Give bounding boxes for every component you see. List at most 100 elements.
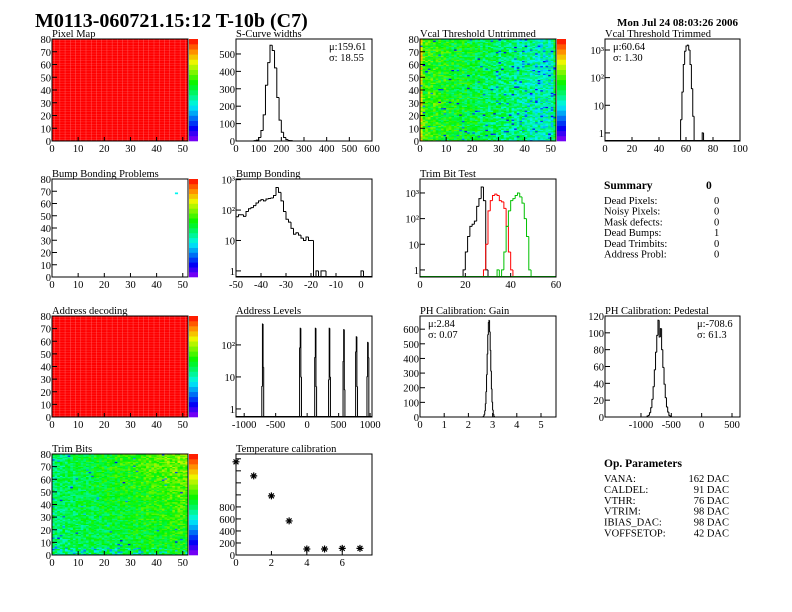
heatmap-cell — [501, 132, 504, 134]
heatmap-cell — [519, 60, 523, 63]
heatmap-cell — [477, 91, 481, 93]
heatmap-cell — [532, 39, 536, 41]
x-tick-label: 10 — [73, 420, 84, 431]
heatmap-cell — [542, 138, 546, 141]
heatmap-cell — [422, 121, 426, 124]
heatmap-cell — [537, 84, 541, 87]
heatmap-cell — [446, 50, 450, 53]
heatmap-cell — [464, 51, 468, 54]
heatmap-cell — [433, 40, 436, 42]
histogram-bin — [356, 336, 358, 388]
heatmap-cell — [422, 42, 426, 45]
heatmap-cell — [446, 115, 450, 118]
heatmap-cell — [514, 106, 518, 109]
heatmap-cell — [451, 78, 455, 81]
heatmap-cell — [503, 87, 507, 90]
heatmap-cell — [519, 123, 523, 125]
heatmap-cell — [511, 98, 515, 101]
heatmap-cell — [446, 93, 450, 96]
heatmap-cell — [482, 105, 486, 107]
heatmap-cell — [425, 58, 429, 60]
heatmap-cell — [480, 72, 484, 74]
heatmap-cell — [485, 138, 489, 141]
heatmap-cell — [52, 517, 55, 519]
heatmap-cell — [493, 128, 497, 130]
heatmap-cell — [427, 126, 431, 129]
heatmap-cell — [503, 100, 507, 102]
heatmap-cell — [446, 60, 450, 63]
heatmap-cell — [480, 130, 484, 133]
heatmap-cell — [506, 114, 510, 116]
heatmap-cell — [54, 523, 58, 525]
heatmap-cell — [545, 114, 549, 116]
histogram-bin — [287, 139, 291, 141]
heatmap-cell — [474, 114, 478, 116]
heatmap-cell — [485, 135, 489, 138]
heatmap-cell — [506, 138, 510, 141]
histogram-bin — [648, 412, 651, 416]
heatmap-cell — [532, 114, 536, 116]
heatmap-cell — [548, 86, 552, 88]
heatmap-cell — [438, 39, 442, 41]
heatmap-cell — [503, 125, 507, 128]
heatmap-cell — [52, 536, 55, 538]
heatmap-cell — [522, 104, 525, 106]
heatmap-cell — [467, 73, 470, 75]
heatmap-cell — [430, 110, 434, 112]
heatmap-cell — [535, 135, 538, 138]
heatmap-cell — [535, 114, 538, 116]
heatmap-cell — [480, 68, 484, 70]
heatmap-cell — [485, 86, 489, 88]
heatmap-cell — [433, 116, 436, 119]
heatmap-cell — [506, 49, 510, 51]
heatmap-cell — [506, 39, 510, 41]
heatmap-cell — [430, 111, 434, 114]
heatmap-cell — [540, 79, 544, 82]
heatmap-cell — [435, 119, 439, 121]
heatmap-cell — [438, 95, 442, 97]
heatmap-cell — [514, 115, 518, 118]
heatmap-cell — [490, 50, 494, 53]
heatmap-cell — [490, 69, 494, 72]
heatmap-cell — [52, 539, 55, 542]
heatmap-cell — [532, 138, 536, 141]
heatmap-cell — [488, 39, 491, 41]
heatmap-cell — [461, 49, 465, 51]
histogram-bin — [492, 409, 494, 415]
heatmap-cell — [435, 87, 439, 90]
heatmap-cell — [519, 41, 523, 44]
heatmap-cell — [511, 90, 515, 92]
heatmap-cell — [456, 44, 460, 46]
heatmap-cell — [438, 69, 442, 72]
histogram-bin — [487, 334, 489, 355]
heatmap-cell — [519, 82, 523, 84]
heatmap-cell — [498, 53, 502, 55]
heatmap-cell — [469, 133, 473, 135]
color-scale-segment — [189, 90, 198, 96]
heatmap-cell — [446, 129, 450, 132]
heatmap-cell — [438, 51, 442, 54]
heatmap-cell — [514, 67, 518, 69]
heatmap-cell — [524, 45, 528, 47]
heatmap-cell — [550, 115, 554, 118]
heatmap-cell — [501, 41, 504, 44]
heatmap-cell — [490, 101, 494, 104]
heatmap-cell — [516, 118, 520, 120]
heatmap-cell — [456, 54, 460, 56]
heatmap-cell — [425, 60, 429, 63]
color-scale-segment — [189, 100, 198, 106]
heatmap-cell — [461, 97, 465, 100]
heatmap-cell — [474, 69, 478, 72]
heatmap-cell — [498, 138, 502, 141]
heatmap-cell — [440, 50, 444, 53]
heatmap-cell — [503, 69, 507, 72]
heatmap-cell — [474, 88, 478, 91]
heatmap-cell — [553, 112, 557, 115]
heatmap-cell — [550, 87, 554, 90]
heatmap-cell — [511, 70, 515, 73]
x-tick-label: 60 — [551, 280, 562, 291]
heatmap-cell — [488, 75, 491, 78]
heatmap-cell — [425, 129, 429, 132]
heatmap-cell — [482, 92, 486, 95]
